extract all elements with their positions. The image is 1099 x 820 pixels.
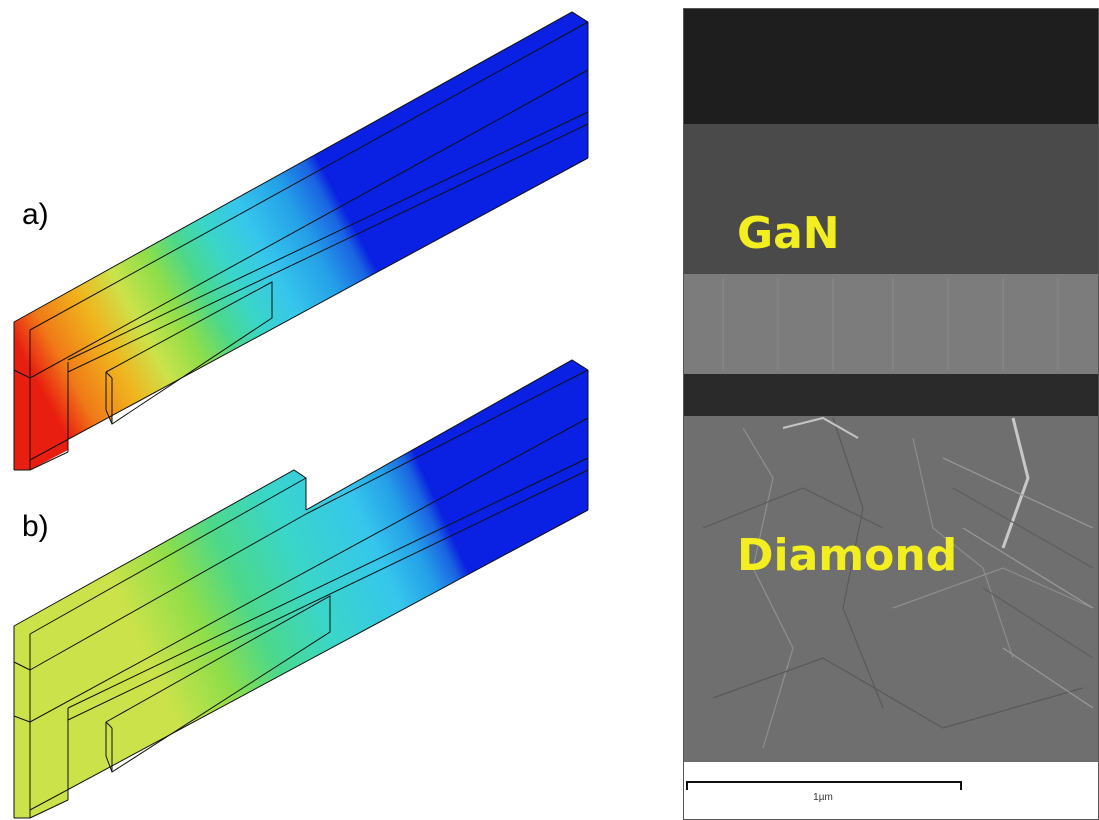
fea-thermal-figure [13,11,589,819]
sem-gan-layer [684,124,1098,274]
diamond-grain-texture [702,416,1094,749]
model-a-block [106,282,272,410]
model-a-left-leg [14,322,30,470]
sem-cross-section: GaN Diamond 1µm [683,8,1099,820]
model-b-top-slab [14,470,306,670]
sem-diamond-layer [684,416,1098,762]
model-a-step [30,316,68,470]
fea-model-b [13,359,589,819]
model-a-top-beam [14,12,588,378]
gan-layer-label: GaN [737,208,840,259]
panel-label-a: a) [22,198,49,231]
model-a-block-side [106,372,112,424]
sem-coating-layer [684,9,1098,124]
model-b-block [106,596,330,756]
model-b-top-beam [14,360,588,722]
fea-model-a [13,11,589,471]
sem-interface-layer [684,274,1098,374]
sem-dark-band [684,374,1098,416]
panel-label-b: b) [22,510,49,543]
diamond-layer-label: Diamond [737,530,957,581]
scale-bar: 1µm [684,764,1098,819]
model-b-step [30,668,68,818]
scale-bar-label: 1µm [813,792,833,803]
model-b-left-leg [14,626,30,818]
interface-striations [722,278,1059,370]
